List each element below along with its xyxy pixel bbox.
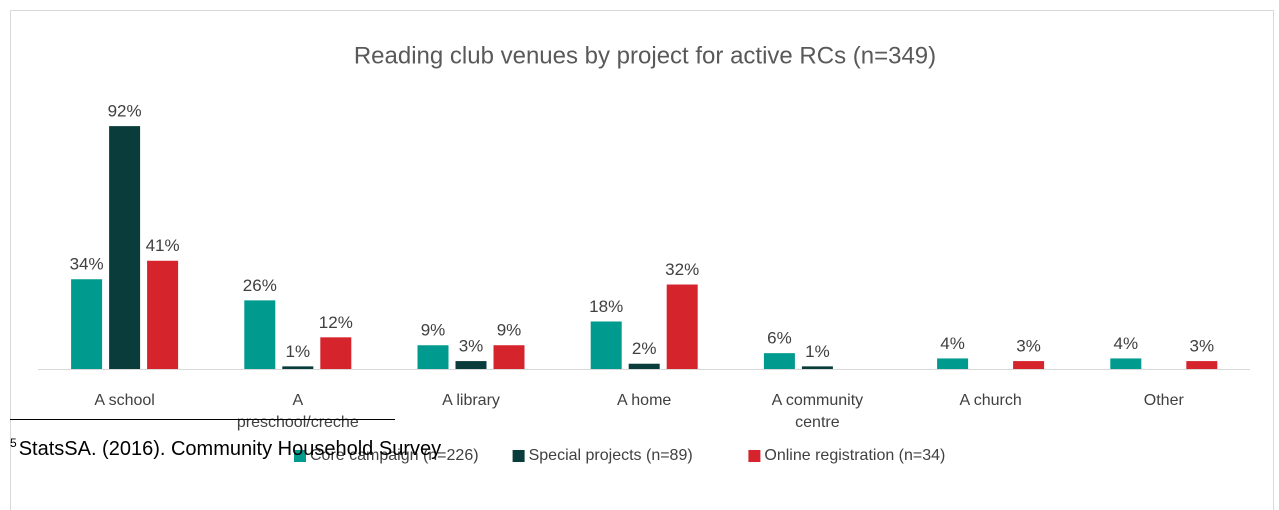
data-label: 92% (108, 102, 142, 121)
bar (801, 366, 833, 369)
bar (628, 363, 660, 369)
footnote-marker: 5 (10, 436, 17, 450)
footnote: 5 StatsSA. (2016). Community Household Su… (10, 436, 441, 461)
bar (1110, 358, 1142, 369)
bar (937, 358, 969, 369)
data-label: 34% (70, 255, 104, 274)
data-label: 18% (589, 297, 623, 316)
data-label: 2% (632, 339, 657, 358)
bar (71, 279, 103, 369)
data-label: 6% (767, 329, 792, 348)
legend-label: Core campaign (n=226) (310, 447, 479, 464)
data-label: 3% (1016, 337, 1041, 356)
legend-label: Online registration (n=34) (764, 447, 945, 464)
bar (666, 284, 698, 369)
bar (763, 353, 795, 369)
bar (244, 300, 276, 369)
legend-label: Special projects (n=89) (529, 447, 693, 464)
bar (109, 126, 141, 370)
data-label: 32% (665, 260, 699, 279)
x-tick-label: A library (442, 392, 500, 409)
bar (1186, 361, 1218, 369)
bar (455, 361, 487, 369)
data-label: 9% (421, 321, 446, 340)
x-tick-label: A preschool/creche (236, 392, 359, 431)
bar (493, 345, 525, 369)
data-label: 41% (146, 236, 180, 255)
x-tick-label: A home (617, 392, 672, 409)
x-tick-label: A school (94, 392, 155, 409)
data-label: 4% (940, 334, 965, 353)
x-tick-label: Other (1143, 392, 1184, 409)
bar (590, 321, 622, 369)
data-label: 1% (286, 342, 311, 361)
x-tick-label: A church (959, 392, 1022, 409)
data-label: 1% (805, 342, 830, 361)
data-label: 12% (319, 313, 353, 332)
footnote-text: StatsSA. (2016). Community Household Sur… (18, 438, 442, 460)
data-label: 9% (497, 321, 522, 340)
legend-swatch (512, 450, 525, 462)
legend-swatch (748, 450, 761, 462)
x-tick-label: A community centre (771, 392, 864, 431)
bar (282, 366, 314, 369)
data-label: 3% (459, 337, 484, 356)
footnote-rule (10, 419, 395, 420)
bar (320, 337, 352, 369)
legend-swatch (294, 450, 306, 462)
data-label: 26% (243, 276, 277, 295)
data-label: 3% (1190, 337, 1215, 356)
data-label: 4% (1114, 334, 1139, 353)
chart-frame (10, 10, 1274, 510)
bar (147, 260, 179, 369)
chart-title: Reading club venues by project for activ… (354, 42, 936, 69)
bar (417, 345, 449, 369)
bar (1013, 361, 1045, 369)
